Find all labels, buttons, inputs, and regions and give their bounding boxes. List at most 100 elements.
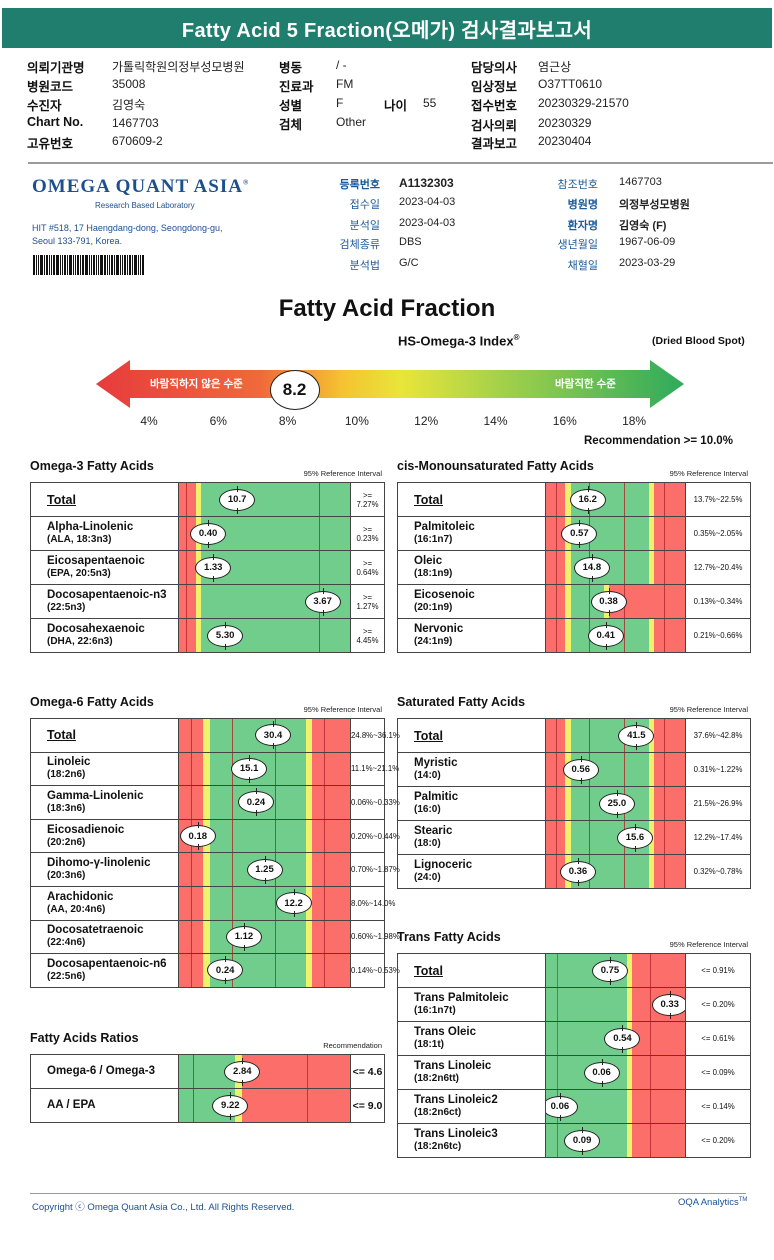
grid-line — [190, 954, 192, 987]
grid-line — [557, 988, 559, 1021]
info-value: 20230404 — [538, 134, 592, 148]
value-marker: 0.40 — [190, 519, 227, 548]
info-label: 검체 — [279, 118, 303, 132]
bar-segment-red — [632, 1090, 685, 1123]
row-sub: (ALA, 18:3n3) — [47, 534, 112, 545]
row-name-cell: Docosapentaenoic-n6 (22:5n6) — [30, 953, 179, 988]
value-marker: 9.22 — [212, 1091, 249, 1120]
barcode-bar — [122, 255, 123, 275]
info-label: 고유번호 — [27, 137, 74, 151]
grid-line — [589, 585, 591, 618]
info-value: F — [336, 96, 344, 110]
table-row: Trans Linoleic (18:2n6tt) 0.06 <= 0.09% — [397, 1055, 751, 1090]
bar-segment-yellow — [202, 921, 210, 953]
barcode-bar — [138, 255, 139, 275]
row-name-cell: Eicosenoic (20:1n9) — [397, 584, 546, 619]
index-tick: 18% — [622, 414, 647, 428]
index-value-marker: 8.2 — [269, 370, 320, 410]
bar-segment-red — [179, 483, 197, 516]
row-reference: >= 0.64% — [350, 550, 385, 585]
row-bar-cell: 0.33 — [545, 987, 686, 1022]
table-row: Total 41.5 37.6%~42.8% — [397, 718, 751, 753]
bar-segment-yellow — [202, 719, 210, 752]
row-reference: <= 0.20% — [685, 1123, 751, 1158]
grid-line — [274, 954, 276, 987]
value-marker: 14.8 — [573, 553, 610, 582]
bar-segment-red — [179, 551, 197, 584]
row-bar-cell: 0.57 — [545, 516, 686, 551]
barcode-bar — [91, 255, 92, 275]
row-name: Trans Palmitoleic — [414, 992, 509, 1004]
row-reference: 24.8%~36.1% — [350, 718, 400, 753]
row-sub: (16:0) — [414, 804, 441, 815]
row-reference: 0.32%~0.78% — [685, 854, 751, 889]
row-reference: 0.60%~1.98% — [350, 919, 400, 955]
row-bar: 25.0 — [546, 787, 685, 820]
bar-segment-yellow — [305, 719, 313, 752]
barcode-bar — [127, 255, 128, 275]
bar-segment-yellow — [305, 853, 313, 886]
row-total-label: Total — [414, 963, 443, 978]
row-name-cell: Dihomo-γ-linolenic (20:3n6) — [30, 852, 179, 887]
grid-line — [185, 619, 187, 652]
grid-line — [623, 753, 625, 786]
barcode-bar — [111, 255, 113, 275]
bar-segment-yellow — [648, 753, 655, 786]
row-reference: 37.6%~42.8% — [685, 718, 751, 753]
reference-interval-header: 95% Reference Interval — [303, 705, 382, 714]
meta-label: 분석일 — [349, 220, 380, 232]
row-name-cell: Alpha-Linolenic (ALA, 18:3n3) — [30, 516, 179, 551]
row-name: Eicosenoic — [414, 589, 475, 601]
row-sub: (18:2n6tc) — [414, 1141, 462, 1152]
row-bar: 1.12 — [179, 921, 350, 953]
meta-label: 채혈일 — [567, 260, 598, 272]
grid-line — [650, 954, 652, 987]
reference-interval-header: 95% Reference Interval — [669, 940, 748, 949]
row-sub: (22:5n6) — [47, 970, 86, 982]
grid-line — [307, 1055, 309, 1088]
table-row: Linoleic (18:2n6) 15.1 11.1%~21.1% — [30, 751, 399, 787]
row-sub: (18:2n6ct) — [414, 1107, 462, 1118]
grid-line — [557, 1124, 559, 1157]
row-bar: 0.36 — [546, 855, 685, 888]
grid-line — [324, 853, 326, 886]
bar-segment-red — [242, 1089, 350, 1122]
table-row: Oleic (18:1n9) 14.8 12.7%~20.4% — [397, 550, 751, 585]
row-name-cell: Oleic (18:1n9) — [397, 550, 546, 585]
grid-line — [319, 551, 321, 584]
row-bar-cell: 0.24 — [178, 785, 351, 820]
value-marker: 0.41 — [587, 621, 624, 650]
row-reference: 11.1%~21.1% — [350, 751, 399, 787]
info-value: 염근상 — [538, 60, 572, 74]
bar-segment-yellow — [305, 921, 313, 953]
grid-line — [589, 719, 591, 752]
barcode-bar — [64, 255, 66, 275]
table-sfa: Total 41.5 37.6%~42.8% Myristic (14:0) 0.56 0.… — [397, 718, 751, 889]
info-label: 수진자 — [27, 99, 62, 113]
value-marker: 0.54 — [604, 1024, 641, 1053]
meta-label: 검체종류 — [339, 239, 380, 251]
row-sub: (20:2n6) — [47, 836, 86, 848]
row-name: Omega-6 / Omega-3 — [47, 1065, 156, 1077]
bar-segment-red — [632, 1124, 685, 1157]
barcode-bar — [120, 255, 121, 275]
row-name: Palmitic — [414, 791, 459, 803]
row-name: Palmitoleic — [414, 521, 475, 533]
grid-line — [232, 820, 233, 852]
row-reference: 0.31%~1.22% — [685, 752, 751, 787]
value-marker: 0.18 — [179, 822, 216, 851]
grid-line — [274, 921, 276, 953]
row-total-label: Total — [47, 492, 76, 507]
row-name-cell: Nervonic (24:1n9) — [397, 618, 546, 653]
row-bar-cell: 14.8 — [545, 550, 686, 585]
barcode-bar — [38, 255, 39, 275]
index-tick: 4% — [140, 414, 158, 428]
row-bar-cell: 30.4 — [178, 718, 351, 753]
barcode-bar — [62, 255, 63, 275]
bar-segment-yellow — [202, 954, 210, 987]
value-marker: 5.30 — [207, 621, 244, 650]
row-name: Trans Oleic — [414, 1026, 477, 1038]
row-bar-cell: 0.38 — [545, 584, 686, 619]
row-bar-cell: 10.7 — [178, 482, 351, 517]
bar-segment-yellow — [648, 517, 655, 550]
